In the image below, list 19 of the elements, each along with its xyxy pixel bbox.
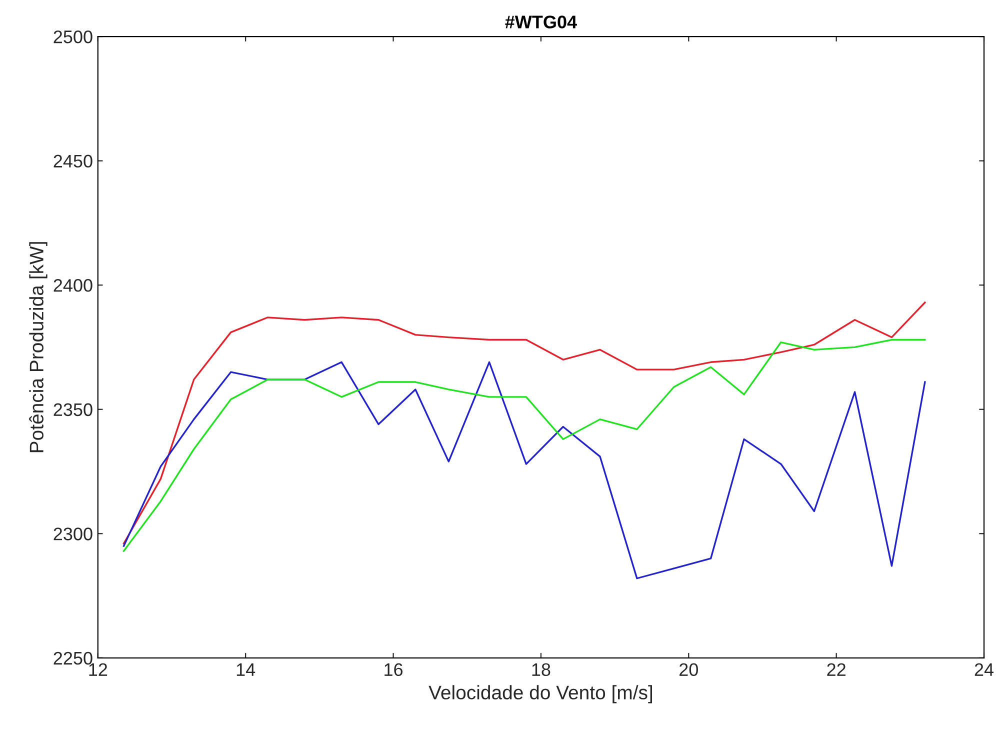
line-series	[122, 338, 926, 552]
x-tick-label: 18	[532, 663, 550, 676]
x-tick-label: 20	[680, 663, 698, 676]
y-tick-label: 2400	[54, 279, 92, 292]
x-tick-label: 14	[236, 663, 256, 676]
y-tick-label: 2250	[54, 652, 92, 665]
chart-title: #WTG04	[505, 16, 577, 28]
y-axis-title: Potência Produzida [kW]	[29, 242, 48, 452]
x-tick-label: 12	[89, 663, 108, 676]
y-tick-label: 2300	[54, 528, 92, 540]
line-series	[122, 302, 926, 544]
x-tick-label: 22	[827, 663, 846, 676]
y-tick-label: 2350	[54, 403, 92, 416]
y-tick-label: 2450	[54, 154, 92, 168]
x-axis-title: Velocidade do Vento [m/s]	[428, 685, 652, 704]
y-tick-label: 2500	[54, 30, 92, 44]
x-tick-label: 24	[974, 663, 994, 676]
line-series	[122, 361, 926, 580]
x-tick-label: 16	[384, 663, 403, 676]
